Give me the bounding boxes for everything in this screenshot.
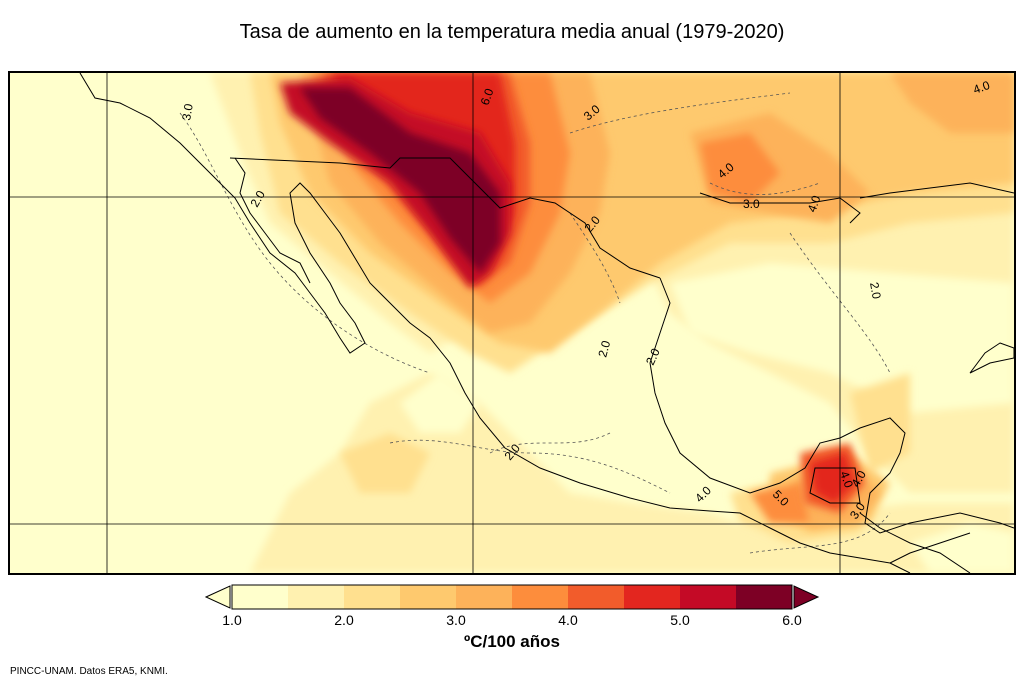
temperature-trend-map: 3.0 6.0 3.0 4.0 4.0 3.0 4.0 2.0 2.0 2.0 … [8, 71, 1016, 575]
colorbar-segments [232, 585, 793, 609]
contour-label: 4.0 [805, 193, 824, 214]
contour-label: 3.0 [743, 197, 760, 211]
contour-label: 6.0 [478, 86, 497, 107]
contour-label: 3.0 [179, 102, 196, 121]
contour-label: 2.0 [867, 281, 884, 300]
colorbar-segment [624, 585, 681, 609]
colorbar-segment [680, 585, 737, 609]
contour-label: 4.0 [837, 469, 856, 490]
colorbar-segment [456, 585, 513, 609]
colorbar-tick-label: 6.0 [782, 612, 802, 628]
colorbar-segment [288, 585, 345, 609]
colorbar-under-arrow [204, 585, 231, 609]
contour-label: 2.0 [643, 346, 663, 367]
data-credit: PINCC-UNAM. Datos ERA5, KNMI. [10, 666, 168, 677]
colorbar-tick-label: 3.0 [446, 612, 466, 628]
colorbar [204, 584, 824, 610]
warming-field [210, 73, 1014, 573]
colorbar-tick-label: 2.0 [334, 612, 354, 628]
colorbar-tick-label: 4.0 [558, 612, 578, 628]
colorbar-segment [512, 585, 569, 609]
coastlines [79, 73, 1014, 573]
colorbar-segment [232, 585, 289, 609]
colorbar-segment [344, 585, 401, 609]
contour-label: 4.0 [971, 78, 992, 97]
graticule [10, 73, 1014, 573]
colorbar-tick-label: 5.0 [670, 612, 690, 628]
colorbar-tick-label: 1.0 [222, 612, 242, 628]
contour-label: 2.0 [595, 339, 613, 359]
map-title: Tasa de aumento en la temperatura media … [239, 21, 785, 43]
contour-lines [179, 92, 891, 554]
colorbar-segment [400, 585, 457, 609]
colorbar-segment [736, 585, 793, 609]
colorbar-segment [568, 585, 625, 609]
colorbar-units: ºC/100 años [464, 632, 560, 651]
colorbar-border [231, 584, 793, 610]
colorbar-over-arrow [793, 585, 820, 609]
